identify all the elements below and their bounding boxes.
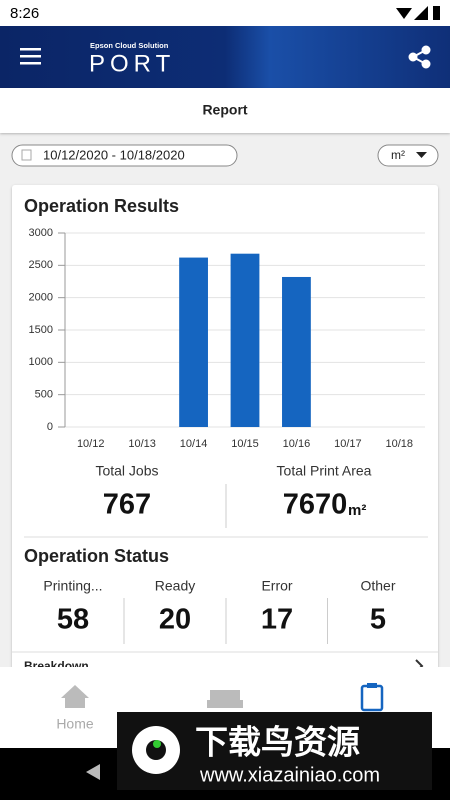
total-jobs-label: Total Jobs bbox=[95, 463, 158, 479]
tab-bar bbox=[0, 88, 450, 133]
x-tick-label: 10/13 bbox=[128, 438, 156, 450]
status-value: 20 bbox=[159, 604, 191, 636]
total-area: 7670 bbox=[283, 489, 348, 521]
y-tick-label: 3000 bbox=[29, 227, 53, 239]
wifi-icon bbox=[396, 8, 412, 19]
bar bbox=[230, 253, 260, 427]
total-area-unit: m² bbox=[348, 502, 366, 519]
bar bbox=[179, 257, 208, 427]
status-value: 17 bbox=[261, 604, 293, 636]
battery-icon bbox=[433, 6, 440, 20]
watermark-url: www.xiazainiao.com bbox=[199, 764, 380, 786]
status-value: 5 bbox=[370, 604, 386, 636]
status-label: Ready bbox=[155, 578, 195, 594]
y-tick-label: 500 bbox=[35, 389, 53, 401]
status-label: Other bbox=[360, 578, 395, 594]
total-area-label: Total Print Area bbox=[277, 463, 372, 479]
bar bbox=[282, 276, 311, 427]
chart: 0 500 1000 1500 2000 2500 3000 10/12 10/13 10/14 1… bbox=[29, 227, 425, 450]
total-jobs: 767 bbox=[103, 489, 151, 521]
calendar-icon bbox=[21, 149, 32, 161]
x-tick-label: 10/14 bbox=[180, 438, 208, 450]
y-tick-label: 2000 bbox=[29, 292, 53, 304]
watermark-logo-inner bbox=[146, 740, 166, 760]
status-title: Operation Status bbox=[24, 546, 169, 566]
watermark-title: 下载鸟资源 bbox=[195, 724, 360, 761]
card bbox=[12, 185, 438, 685]
app-bar bbox=[0, 26, 450, 88]
unit-dropdown[interactable] bbox=[377, 144, 439, 167]
status-bar bbox=[0, 0, 450, 26]
x-tick-label: 10/17 bbox=[334, 438, 362, 450]
dropdown-arrow bbox=[416, 152, 427, 158]
status-label: Printing... bbox=[43, 578, 102, 594]
tab-title[interactable]: Report bbox=[202, 102, 247, 118]
back-button[interactable] bbox=[86, 764, 100, 780]
status-label: Error bbox=[261, 578, 292, 594]
chart-title: Operation Results bbox=[24, 196, 179, 216]
home-label[interactable]: Home bbox=[56, 716, 94, 732]
report-icon-clip bbox=[367, 683, 377, 688]
clock: 8:26 bbox=[10, 5, 39, 22]
status-grid: Printing... 58 Ready 20 Error 17 Other 5 bbox=[43, 578, 396, 644]
signal-icon bbox=[414, 6, 428, 20]
devices-icon[interactable] bbox=[207, 690, 243, 708]
status-value: 58 bbox=[57, 604, 89, 636]
home-icon[interactable] bbox=[61, 685, 89, 708]
x-tick-label: 10/18 bbox=[386, 438, 414, 450]
app-subtitle: Epson Cloud Solution bbox=[90, 41, 169, 50]
y-tick-label: 1500 bbox=[29, 324, 53, 336]
y-tick-label: 2500 bbox=[29, 259, 53, 271]
x-tick-label: 10/16 bbox=[283, 438, 311, 450]
unit-label: m² bbox=[391, 148, 405, 162]
menu-button[interactable] bbox=[20, 48, 41, 65]
app-title: PORT bbox=[89, 50, 175, 77]
x-tick-label: 10/12 bbox=[77, 438, 105, 450]
share-button[interactable] bbox=[408, 45, 431, 69]
x-tick-label: 10/15 bbox=[231, 438, 259, 450]
y-tick-label: 1000 bbox=[29, 356, 53, 368]
date-range: 10/12/2020 - 10/18/2020 bbox=[43, 147, 185, 162]
date-picker[interactable] bbox=[11, 144, 238, 167]
watermark-logo-dot bbox=[153, 740, 161, 748]
y-tick-label: 0 bbox=[47, 421, 53, 433]
